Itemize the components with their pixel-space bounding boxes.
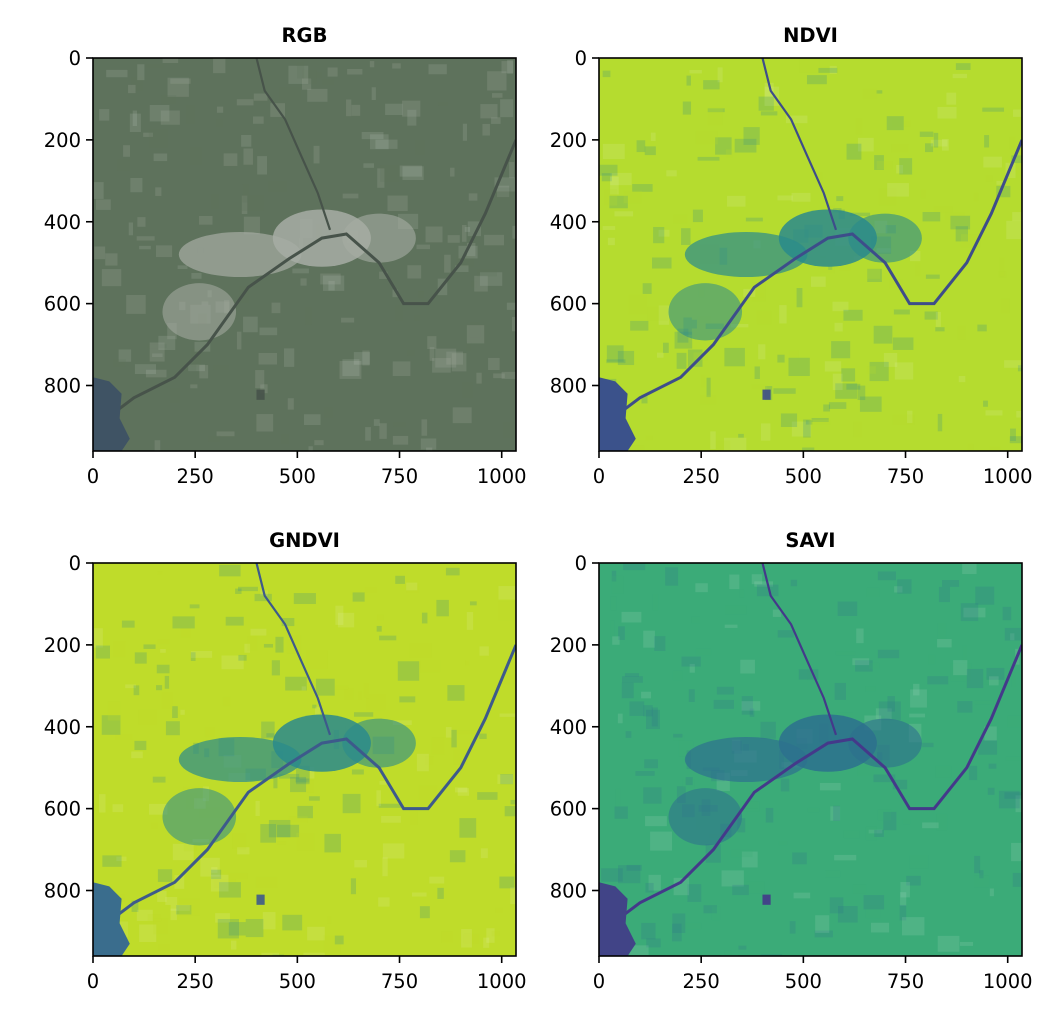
subplot-title: NDVI [783, 24, 838, 47]
y-tick-label: 600 [44, 798, 81, 821]
y-tick-label: 0 [69, 552, 81, 575]
x-tick-label: 500 [279, 465, 316, 488]
x-tick-label: 750 [887, 970, 924, 993]
rivers [606, 563, 1022, 929]
subplot-ndvi: NDVI 0 250 500 750 1000 0 200 400 600 800 [550, 24, 1033, 488]
y-tick-label: 800 [550, 375, 587, 398]
subplot-savi: SAVI 0 250 500 750 1000 0 200 400 600 800 [550, 529, 1033, 993]
x-tick-label: 500 [785, 970, 822, 993]
x-tick-label: 1000 [983, 970, 1033, 993]
city-east [342, 718, 416, 768]
subplot-rgb: RGB 0 250 500 750 1000 0 200 400 600 800 [44, 24, 527, 488]
subplot-title: SAVI [785, 529, 835, 552]
y-tick-label: 200 [550, 129, 587, 152]
urban-area [668, 714, 922, 905]
city-east [848, 213, 922, 263]
main-river [100, 139, 516, 424]
city-east [848, 718, 922, 768]
x-tick-label: 0 [87, 970, 99, 993]
north-river [761, 58, 838, 231]
y-tick-label: 400 [44, 716, 81, 739]
main-river [606, 644, 1022, 929]
x-tick-label: 1000 [983, 465, 1033, 488]
quarry-patch [762, 389, 771, 400]
x-tick-label: 500 [279, 970, 316, 993]
x-tick-label: 250 [177, 465, 214, 488]
x-tick-label: 250 [683, 970, 720, 993]
x-tick-label: 750 [381, 970, 418, 993]
subplot-title: RGB [282, 24, 328, 47]
x-tick-label: 500 [785, 465, 822, 488]
x-tick-label: 0 [593, 970, 605, 993]
city-west [684, 736, 808, 783]
image-area [599, 58, 1022, 451]
y-tick-label: 0 [69, 47, 81, 70]
axes-frame [92, 57, 517, 452]
city-east [342, 213, 416, 263]
y-tick-label: 400 [550, 211, 587, 234]
quarry-patch [256, 894, 265, 905]
x-tick-label: 250 [683, 465, 720, 488]
lake [599, 377, 636, 451]
north-river [761, 563, 838, 736]
image-area [599, 563, 1022, 956]
rivers [100, 58, 516, 424]
lake [599, 882, 636, 956]
y-tick-label: 800 [44, 375, 81, 398]
y-tick-label: 400 [44, 211, 81, 234]
image-area [93, 563, 516, 956]
y-tick-label: 600 [550, 798, 587, 821]
y-tick-label: 200 [550, 634, 587, 657]
north-river [255, 563, 332, 736]
lake [93, 377, 130, 451]
y-tick-label: 200 [44, 634, 81, 657]
x-tick-label: 0 [87, 465, 99, 488]
x-tick-label: 1000 [477, 465, 527, 488]
city-southwest [668, 283, 743, 341]
y-tick-label: 800 [44, 880, 81, 903]
x-tick-label: 750 [381, 465, 418, 488]
y-tick-label: 400 [550, 716, 587, 739]
y-tick-label: 0 [575, 47, 587, 70]
axes-frame [92, 562, 517, 957]
axes-frame [598, 562, 1023, 957]
city-west [684, 231, 808, 278]
axes-frame [598, 57, 1023, 452]
north-river [255, 58, 332, 231]
city-southwest [162, 283, 237, 341]
subplot-title: GNDVI [269, 529, 340, 552]
city-west [178, 736, 302, 783]
image-area [93, 58, 516, 451]
panels: RGB 0 250 500 750 1000 0 200 400 600 800 NDVI 0 250 50… [44, 24, 1033, 993]
city-southwest [668, 788, 743, 846]
main-river [100, 644, 516, 929]
lake [93, 882, 130, 956]
y-tick-label: 0 [575, 552, 587, 575]
rivers [100, 563, 516, 929]
city-southwest [162, 788, 237, 846]
rivers [606, 58, 1022, 424]
x-tick-label: 750 [887, 465, 924, 488]
quarry-patch [762, 894, 771, 905]
x-tick-label: 250 [177, 970, 214, 993]
x-tick-label: 1000 [477, 970, 527, 993]
x-tick-label: 0 [593, 465, 605, 488]
y-tick-label: 600 [550, 293, 587, 316]
city-west [178, 231, 302, 278]
y-tick-label: 600 [44, 293, 81, 316]
subplot-gndvi: GNDVI 0 250 500 750 1000 0 200 400 600 800 [44, 529, 527, 993]
y-tick-label: 200 [44, 129, 81, 152]
main-river [606, 139, 1022, 424]
y-tick-label: 800 [550, 880, 587, 903]
quarry-patch [256, 389, 265, 400]
